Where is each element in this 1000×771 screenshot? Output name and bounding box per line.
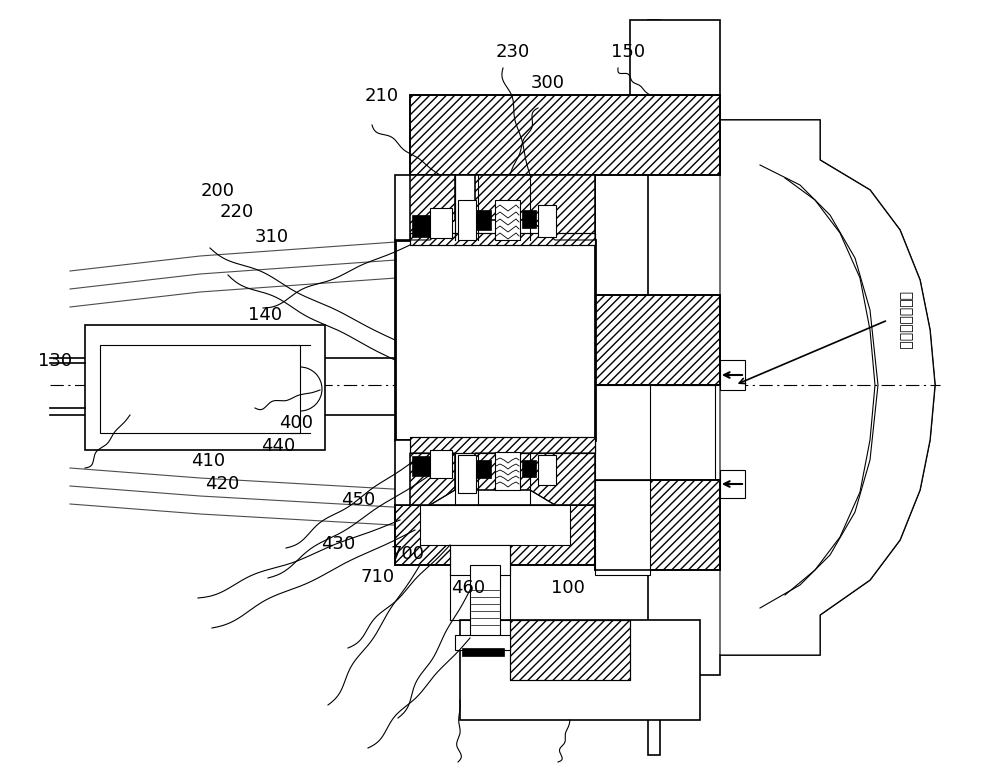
Text: 400: 400 bbox=[279, 413, 313, 432]
Text: 140: 140 bbox=[248, 305, 282, 324]
Text: 100: 100 bbox=[551, 578, 585, 597]
Bar bbox=[430, 450, 452, 478]
Bar bbox=[462, 648, 504, 656]
Bar bbox=[412, 456, 430, 476]
Bar bbox=[476, 210, 491, 230]
Bar bbox=[595, 295, 720, 385]
Bar bbox=[458, 200, 476, 240]
Bar bbox=[395, 505, 595, 565]
Bar bbox=[510, 620, 630, 680]
Bar bbox=[410, 95, 720, 175]
Bar bbox=[630, 20, 720, 95]
Bar bbox=[410, 440, 595, 505]
Bar bbox=[395, 175, 595, 240]
Polygon shape bbox=[648, 20, 935, 755]
Text: 220: 220 bbox=[220, 203, 254, 221]
Bar bbox=[720, 360, 745, 390]
Bar bbox=[410, 437, 595, 453]
Text: 150: 150 bbox=[611, 43, 645, 62]
Bar bbox=[420, 505, 570, 545]
Text: 420: 420 bbox=[205, 475, 239, 493]
Bar bbox=[538, 205, 556, 237]
Bar bbox=[595, 480, 720, 570]
Bar bbox=[410, 175, 595, 240]
Text: 700: 700 bbox=[391, 544, 425, 563]
Bar bbox=[538, 455, 556, 485]
Text: 130: 130 bbox=[38, 352, 72, 370]
Text: 200: 200 bbox=[201, 182, 235, 200]
Bar bbox=[476, 460, 491, 478]
Text: 210: 210 bbox=[365, 87, 399, 106]
Bar bbox=[470, 565, 500, 640]
Polygon shape bbox=[475, 453, 595, 505]
Text: 440: 440 bbox=[261, 436, 295, 455]
Bar bbox=[455, 635, 510, 650]
Text: 310: 310 bbox=[255, 228, 289, 247]
Bar bbox=[495, 452, 520, 490]
Bar bbox=[720, 470, 745, 498]
Bar bbox=[410, 233, 595, 245]
Bar bbox=[410, 233, 595, 245]
Text: 450: 450 bbox=[341, 490, 375, 509]
Bar bbox=[410, 440, 595, 505]
Bar bbox=[430, 208, 452, 238]
Bar bbox=[522, 460, 536, 477]
Text: 430: 430 bbox=[321, 534, 355, 553]
Bar bbox=[395, 440, 595, 505]
Bar bbox=[495, 200, 520, 240]
Bar bbox=[458, 455, 476, 493]
Bar bbox=[460, 620, 700, 720]
Bar bbox=[510, 620, 630, 680]
Bar bbox=[410, 95, 720, 175]
Bar bbox=[595, 385, 650, 480]
Bar bbox=[100, 345, 300, 433]
Polygon shape bbox=[410, 453, 455, 505]
Polygon shape bbox=[720, 120, 935, 655]
Bar bbox=[450, 545, 510, 575]
Bar bbox=[595, 480, 650, 575]
Text: 410: 410 bbox=[191, 452, 225, 470]
Bar bbox=[410, 175, 595, 240]
Text: 230: 230 bbox=[496, 43, 530, 62]
Bar bbox=[395, 505, 595, 565]
Bar bbox=[522, 210, 536, 228]
Bar bbox=[412, 215, 430, 237]
Text: 300: 300 bbox=[531, 74, 565, 93]
Bar bbox=[595, 295, 720, 385]
Bar bbox=[85, 325, 325, 450]
Text: 710: 710 bbox=[361, 567, 395, 586]
Text: 460: 460 bbox=[451, 578, 485, 597]
Bar bbox=[595, 480, 720, 570]
Polygon shape bbox=[410, 175, 455, 240]
Bar bbox=[395, 240, 595, 440]
Bar bbox=[595, 385, 715, 480]
Bar bbox=[410, 437, 595, 453]
Polygon shape bbox=[475, 175, 595, 240]
Text: 轴承润滑油流向: 轴承润滑油流向 bbox=[898, 291, 912, 349]
